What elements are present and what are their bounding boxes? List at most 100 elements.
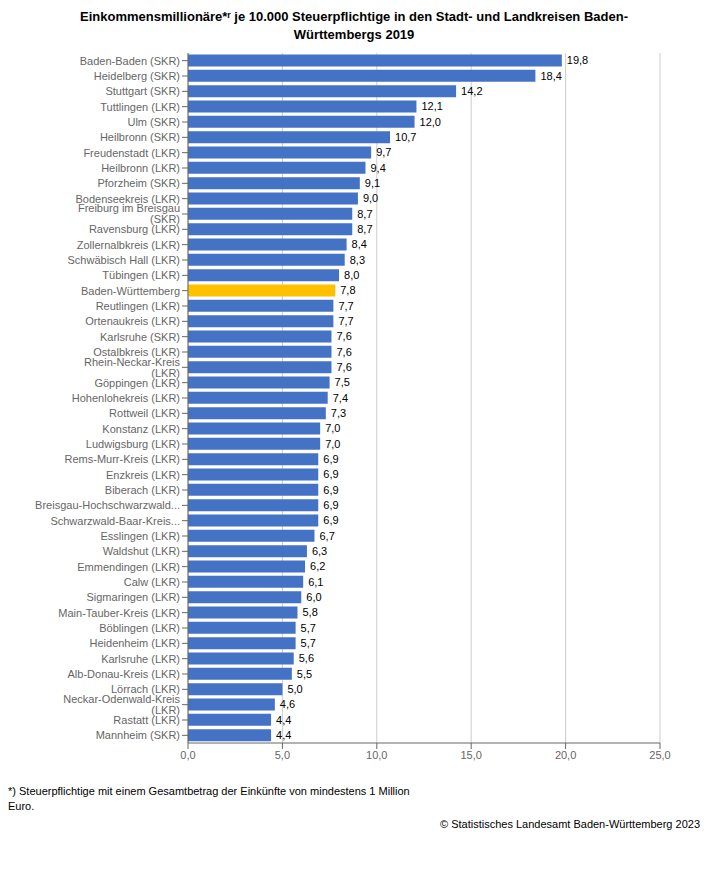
svg-text:Karlsruhe (SKR): Karlsruhe (SKR) (100, 331, 180, 343)
svg-text:Neckar-Odenwald-Kreis(LKR): Neckar-Odenwald-Kreis(LKR) (63, 693, 180, 716)
svg-text:14,2: 14,2 (461, 85, 482, 97)
svg-text:Main-Tauber-Kreis (LKR): Main-Tauber-Kreis (LKR) (58, 607, 180, 619)
svg-text:Pforzheim (SKR): Pforzheim (SKR) (97, 177, 180, 189)
svg-text:Baden-Baden (SKR): Baden-Baden (SKR) (80, 55, 180, 67)
svg-text:10,7: 10,7 (395, 131, 416, 143)
svg-text:15,0: 15,0 (460, 749, 481, 761)
svg-text:9,7: 9,7 (376, 146, 391, 158)
svg-text:Rems-Murr-Kreis (LKR): Rems-Murr-Kreis (LKR) (65, 453, 181, 465)
svg-text:Schwarzwald-Baar-Kreis...: Schwarzwald-Baar-Kreis... (50, 515, 180, 527)
svg-text:Sigmaringen (LKR): Sigmaringen (LKR) (86, 591, 180, 603)
svg-text:Lörrach (LKR): Lörrach (LKR) (110, 683, 180, 696)
svg-text:Karlsruhe (LKR): Karlsruhe (LKR) (101, 653, 180, 665)
svg-text:0,0: 0,0 (180, 749, 195, 761)
svg-text:Böblingen (LKR): Böblingen (LKR) (99, 622, 180, 634)
svg-text:Ortenaukreis (LKR): Ortenaukreis (LKR) (85, 315, 180, 327)
svg-text:18,4: 18,4 (540, 70, 561, 82)
svg-text:12,0: 12,0 (420, 116, 441, 128)
svg-text:6,9: 6,9 (323, 499, 338, 511)
svg-text:4,4: 4,4 (276, 729, 291, 741)
svg-text:Biberach (LKR): Biberach (LKR) (105, 484, 180, 496)
svg-text:Baden-Württemberg: Baden-Württemberg (81, 285, 180, 297)
svg-text:6,9: 6,9 (323, 453, 338, 465)
svg-text:7,5: 7,5 (335, 376, 350, 388)
svg-text:Emmendingen (LKR): Emmendingen (LKR) (77, 561, 180, 573)
svg-text:Bodenseekreis (LKR): Bodenseekreis (LKR) (75, 192, 180, 205)
svg-text:Göppingen (LKR): Göppingen (LKR) (94, 377, 180, 389)
svg-text:Hohenlohekreis (LKR): Hohenlohekreis (LKR) (72, 392, 180, 404)
svg-text:10,0: 10,0 (366, 749, 387, 761)
svg-text:Mannheim (SKR): Mannheim (SKR) (96, 729, 180, 741)
svg-text:Waldshut (LKR): Waldshut (LKR) (103, 545, 180, 557)
svg-text:9,4: 9,4 (370, 162, 385, 174)
svg-text:7,4: 7,4 (333, 392, 348, 404)
html-text:*) Steuerpflichtige mit einem: *) Steuerpflichtige mit einem Gesamtbetr… (8, 785, 410, 812)
svg-text:9,0: 9,0 (363, 192, 378, 204)
svg-text:9,1: 9,1 (365, 177, 380, 189)
svg-text:Ludwigsburg (LKR): Ludwigsburg (LKR) (86, 438, 180, 450)
svg-text:Schwäbisch Hall (LKR): Schwäbisch Hall (LKR) (68, 254, 180, 266)
svg-text:7,6: 7,6 (336, 361, 351, 373)
svg-text:Zollernalbkreis (LKR): Zollernalbkreis (LKR) (77, 239, 180, 251)
svg-text:8,7: 8,7 (357, 223, 372, 235)
svg-text:5,0: 5,0 (275, 749, 290, 761)
svg-text:Heilbronn (SKR): Heilbronn (SKR) (100, 131, 180, 143)
svg-text:8,3: 8,3 (350, 254, 365, 266)
svg-text:6,3: 6,3 (312, 545, 327, 557)
svg-text:Konstanz (LKR): Konstanz (LKR) (102, 423, 180, 435)
svg-text:7,7: 7,7 (338, 300, 353, 312)
svg-text:20,0: 20,0 (555, 749, 576, 761)
svg-text:Heilbronn (LKR): Heilbronn (LKR) (101, 162, 180, 174)
svg-text:6,1: 6,1 (308, 576, 323, 588)
html-text:© Statistisches Landesamt Bade: © Statistisches Landesamt Baden-Württemb… (440, 818, 700, 830)
svg-text:12,1: 12,1 (421, 100, 442, 112)
svg-text:Ostalbkreis (LKR): Ostalbkreis (LKR) (93, 345, 180, 358)
svg-text:Alb-Donau-Kreis (LKR): Alb-Donau-Kreis (LKR) (68, 668, 180, 680)
svg-text:7,3: 7,3 (331, 407, 346, 419)
svg-text:7,6: 7,6 (336, 346, 351, 358)
svg-text:Enzkreis (LKR): Enzkreis (LKR) (106, 469, 180, 481)
svg-text:Tübingen (LKR): Tübingen (LKR) (102, 269, 180, 281)
svg-text:Rastatt (LKR): Rastatt (LKR) (113, 714, 180, 726)
svg-text:Ulm (SKR): Ulm (SKR) (127, 116, 180, 128)
svg-text:6,7: 6,7 (319, 530, 334, 542)
svg-text:Esslingen (LKR): Esslingen (LKR) (101, 530, 180, 542)
svg-text:Ravensburg (LKR): Ravensburg (LKR) (89, 223, 180, 235)
html-text:Einkommensmillionäre*ʳ je 10.0: Einkommensmillionäre*ʳ je 10.000 Steuerp… (80, 9, 628, 24)
html-text:Württembergs 2019: Württembergs 2019 (293, 27, 415, 42)
svg-text:Breisgau-Hochschwarzwald...: Breisgau-Hochschwarzwald... (35, 499, 180, 511)
svg-text:6,2: 6,2 (310, 560, 325, 572)
svg-text:6,9: 6,9 (323, 468, 338, 480)
svg-text:6,9: 6,9 (323, 484, 338, 496)
svg-text:8,7: 8,7 (357, 208, 372, 220)
svg-text:7,8: 7,8 (340, 284, 355, 296)
svg-text:25,0: 25,0 (649, 749, 670, 761)
svg-text:8,0: 8,0 (344, 269, 359, 281)
svg-text:7,6: 7,6 (336, 330, 351, 342)
svg-text:6,0: 6,0 (306, 591, 321, 603)
svg-text:7,0: 7,0 (325, 438, 340, 450)
svg-text:Stuttgart (SKR): Stuttgart (SKR) (105, 85, 180, 97)
svg-text:Reutlingen (LKR): Reutlingen (LKR) (96, 300, 180, 312)
svg-text:6,9: 6,9 (323, 514, 338, 526)
svg-text:5,0: 5,0 (287, 683, 302, 695)
svg-text:5,8: 5,8 (303, 606, 318, 618)
svg-text:5,7: 5,7 (301, 622, 316, 634)
svg-text:Heidelberg (SKR): Heidelberg (SKR) (94, 70, 180, 82)
svg-text:Rhein-Neckar-Kreis(LKR): Rhein-Neckar-Kreis(LKR) (84, 356, 180, 379)
svg-text:7,0: 7,0 (325, 422, 340, 434)
svg-text:5,6: 5,6 (299, 652, 314, 664)
svg-text:Tuttlingen (LKR): Tuttlingen (LKR) (100, 101, 180, 113)
svg-text:4,4: 4,4 (276, 714, 291, 726)
svg-text:Freudenstadt (LKR): Freudenstadt (LKR) (83, 147, 180, 159)
svg-text:Freiburg im Breisgau(SKR): Freiburg im Breisgau(SKR) (78, 202, 180, 225)
svg-text:19,8: 19,8 (567, 54, 588, 66)
svg-text:4,6: 4,6 (280, 698, 295, 710)
svg-text:Calw (LKR): Calw (LKR) (124, 576, 180, 588)
svg-text:5,5: 5,5 (297, 668, 312, 680)
svg-text:8,4: 8,4 (352, 238, 367, 250)
svg-text:Heidenheim (LKR): Heidenheim (LKR) (90, 637, 180, 649)
svg-text:5,7: 5,7 (301, 637, 316, 649)
svg-text:Rottweil (LKR): Rottweil (LKR) (109, 407, 180, 419)
svg-text:7,7: 7,7 (338, 315, 353, 327)
